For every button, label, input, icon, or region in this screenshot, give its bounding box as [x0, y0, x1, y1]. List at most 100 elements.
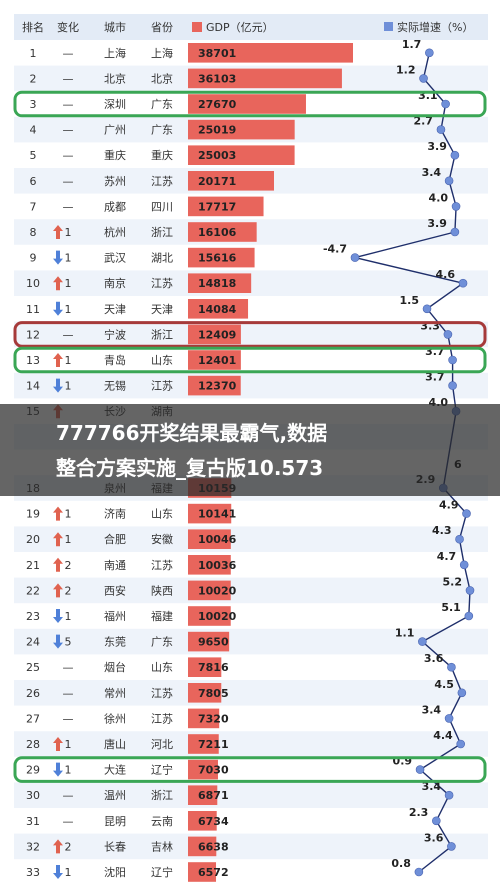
- cell-change: —: [63, 72, 74, 85]
- row-background: [14, 628, 488, 655]
- arrow-down-icon: [53, 378, 63, 393]
- arrow-down-icon: [53, 762, 63, 777]
- gdp-label: 6734: [198, 815, 229, 828]
- gdp-label: 7030: [198, 764, 229, 777]
- growth-label: 5.2: [443, 575, 463, 588]
- cell-rank: 4: [30, 124, 37, 137]
- growth-point: [456, 739, 466, 749]
- cell-province: 山东: [151, 354, 173, 367]
- growth-label: 3.9: [427, 140, 447, 153]
- cell-rank: 33: [26, 866, 40, 879]
- cell-city: 苏州: [104, 175, 126, 188]
- cell-rank: 32: [26, 840, 40, 853]
- cell-city: 福州: [104, 609, 126, 623]
- row-background: [14, 372, 488, 399]
- gdp-label: 17717: [198, 200, 236, 213]
- gdp-bar: [188, 555, 231, 575]
- growth-point: [462, 509, 471, 518]
- cell-province: 重庆: [151, 148, 173, 162]
- growth-point: [415, 765, 425, 774]
- cell-city: 南京: [104, 276, 126, 290]
- cell-province: 云南: [151, 815, 173, 828]
- legend-growth-swatch: [384, 22, 393, 31]
- gdp-label: 10020: [198, 610, 237, 623]
- cell-city: 广州: [104, 124, 126, 137]
- cell-city: 北京: [104, 71, 126, 85]
- cell-province: 浙江: [151, 789, 173, 802]
- gdp-label: 12370: [198, 380, 237, 393]
- growth-label: 3.7: [425, 371, 445, 384]
- cell-rank: 3: [30, 98, 37, 111]
- row-highlight-frame: [13, 346, 487, 374]
- cell-province: 浙江: [151, 328, 173, 341]
- header-province: 省份: [151, 21, 173, 34]
- growth-point: [441, 99, 450, 109]
- gdp-label: 27670: [198, 98, 237, 111]
- cell-city: 大连: [104, 763, 126, 777]
- gdp-label: 7211: [198, 738, 229, 751]
- growth-label: 3.4: [422, 780, 442, 793]
- growth-label: 3.4: [422, 166, 442, 179]
- gdp-label: 14818: [198, 277, 236, 290]
- cell-city: 上海: [104, 46, 126, 60]
- cell-change: —: [63, 149, 74, 162]
- arrow-up-icon: [53, 353, 63, 367]
- cell-rank: 31: [26, 815, 40, 828]
- cell-city: 东莞: [104, 636, 126, 649]
- cell-province: 江苏: [151, 559, 173, 572]
- cell-rank: 24: [26, 636, 40, 649]
- cell-city: 烟台: [104, 660, 126, 674]
- arrow-up-icon: [53, 225, 63, 239]
- cell-change: 1: [65, 533, 72, 546]
- gdp-bar: [188, 145, 295, 165]
- growth-point: [443, 330, 453, 339]
- cell-rank: 13: [26, 354, 40, 367]
- gdp-bar: [188, 324, 241, 345]
- header-change: 变化: [57, 20, 79, 34]
- cell-rank: 29: [26, 764, 40, 777]
- growth-point: [459, 560, 469, 570]
- row-background: [14, 526, 488, 552]
- cell-rank: 9: [30, 252, 37, 265]
- growth-point: [451, 202, 461, 211]
- cell-change: 2: [65, 840, 72, 853]
- gdp-bar: [188, 606, 231, 626]
- growth-label: 4.5: [434, 678, 454, 691]
- gdp-bar: [188, 657, 222, 677]
- cell-rank: 12: [26, 328, 40, 341]
- header-growth: 实际增速（%）: [397, 20, 473, 34]
- cell-city: 武汉: [104, 252, 126, 265]
- growth-label: 4.7: [437, 550, 457, 563]
- gdp-label: 16106: [198, 226, 237, 239]
- arrow-up-icon: [53, 506, 63, 521]
- cell-change: 1: [65, 738, 72, 751]
- gdp-label: 10046: [198, 533, 237, 546]
- cell-province: 北京: [151, 71, 173, 85]
- growth-point: [422, 304, 432, 314]
- growth-point: [419, 74, 428, 83]
- row-background: [14, 731, 488, 757]
- cell-rank: 22: [26, 584, 40, 597]
- growth-label: 4.6: [436, 268, 456, 281]
- gdp-label: 6638: [198, 840, 229, 853]
- cell-province: 吉林: [151, 839, 173, 853]
- gdp-label: 14084: [198, 303, 237, 316]
- cell-city: 南通: [104, 559, 126, 572]
- cell-province: 辽宁: [151, 865, 173, 879]
- header-background: [14, 14, 488, 40]
- row-highlight-frame: [13, 321, 487, 348]
- cell-change: 1: [65, 866, 72, 879]
- arrow-down-icon: [53, 634, 63, 649]
- growth-point: [444, 176, 454, 186]
- cell-city: 天津: [104, 303, 126, 316]
- cell-province: 安徽: [151, 532, 173, 546]
- gdp-bar: [188, 862, 217, 882]
- gdp-bar: [188, 68, 342, 89]
- growth-label: 3.6: [424, 831, 444, 844]
- gdp-bar: [188, 503, 232, 524]
- cell-change: 1: [65, 303, 72, 316]
- cell-rank: 11: [26, 303, 40, 316]
- overlay-band: [0, 404, 500, 496]
- gdp-bar: [188, 580, 231, 601]
